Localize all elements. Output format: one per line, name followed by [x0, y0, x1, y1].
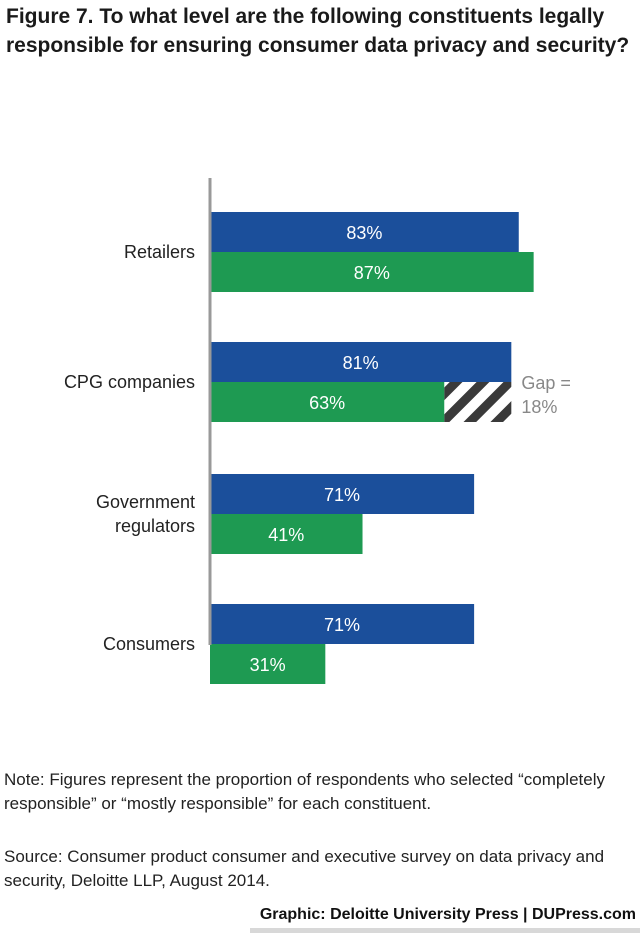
category-label-retailers: Retailers [124, 242, 195, 262]
bar-consumers-retailers [210, 212, 519, 252]
value-label-executives-retailers: 87% [354, 263, 390, 283]
bar-executives-consumers [210, 644, 326, 684]
bar-executives-government-regulators [210, 514, 363, 554]
bar-consumers-consumers [210, 604, 475, 644]
value-label-executives-cpg-companies: 63% [309, 393, 345, 413]
category-label-government-regulators: regulators [115, 516, 195, 536]
category-label-government-regulators: Government [96, 492, 195, 512]
bar-executives-cpg-companies [210, 382, 445, 422]
bottom-strip [250, 928, 640, 933]
bar-chart: Retailers 83% 87% CPG companies 81% 63% Govern… [64, 178, 571, 684]
bar-consumers-cpg-companies [210, 342, 512, 382]
figure-title: Figure 7. To what level are the followin… [6, 5, 630, 57]
bar-consumers-government-regulators [210, 474, 475, 514]
bars-layer: Retailers 83% 87% CPG companies 81% 63% Govern… [64, 212, 571, 684]
category-label-consumers: Consumers [103, 634, 195, 654]
chart-note: Note: Figures represent the proportion o… [4, 770, 605, 813]
bar-executives-retailers [210, 252, 534, 292]
value-label-executives-government-regulators: 41% [268, 525, 304, 545]
chart-source: Source: Consumer product consumer and ex… [4, 847, 605, 890]
value-label-consumers-consumers: 71% [324, 615, 360, 635]
gap-annotation-label: 18% [521, 397, 557, 417]
category-label-cpg-companies: CPG companies [64, 372, 195, 392]
graphic-credit: Graphic: Deloitte University Press | DUP… [259, 906, 636, 923]
value-label-consumers-retailers: 83% [346, 223, 382, 243]
gap-annotation-label: Gap = [521, 373, 571, 393]
value-label-consumers-cpg-companies: 81% [343, 353, 379, 373]
value-label-consumers-government-regulators: 71% [324, 485, 360, 505]
gap-hatch-bar [444, 382, 512, 422]
value-label-executives-consumers: 31% [250, 655, 286, 675]
